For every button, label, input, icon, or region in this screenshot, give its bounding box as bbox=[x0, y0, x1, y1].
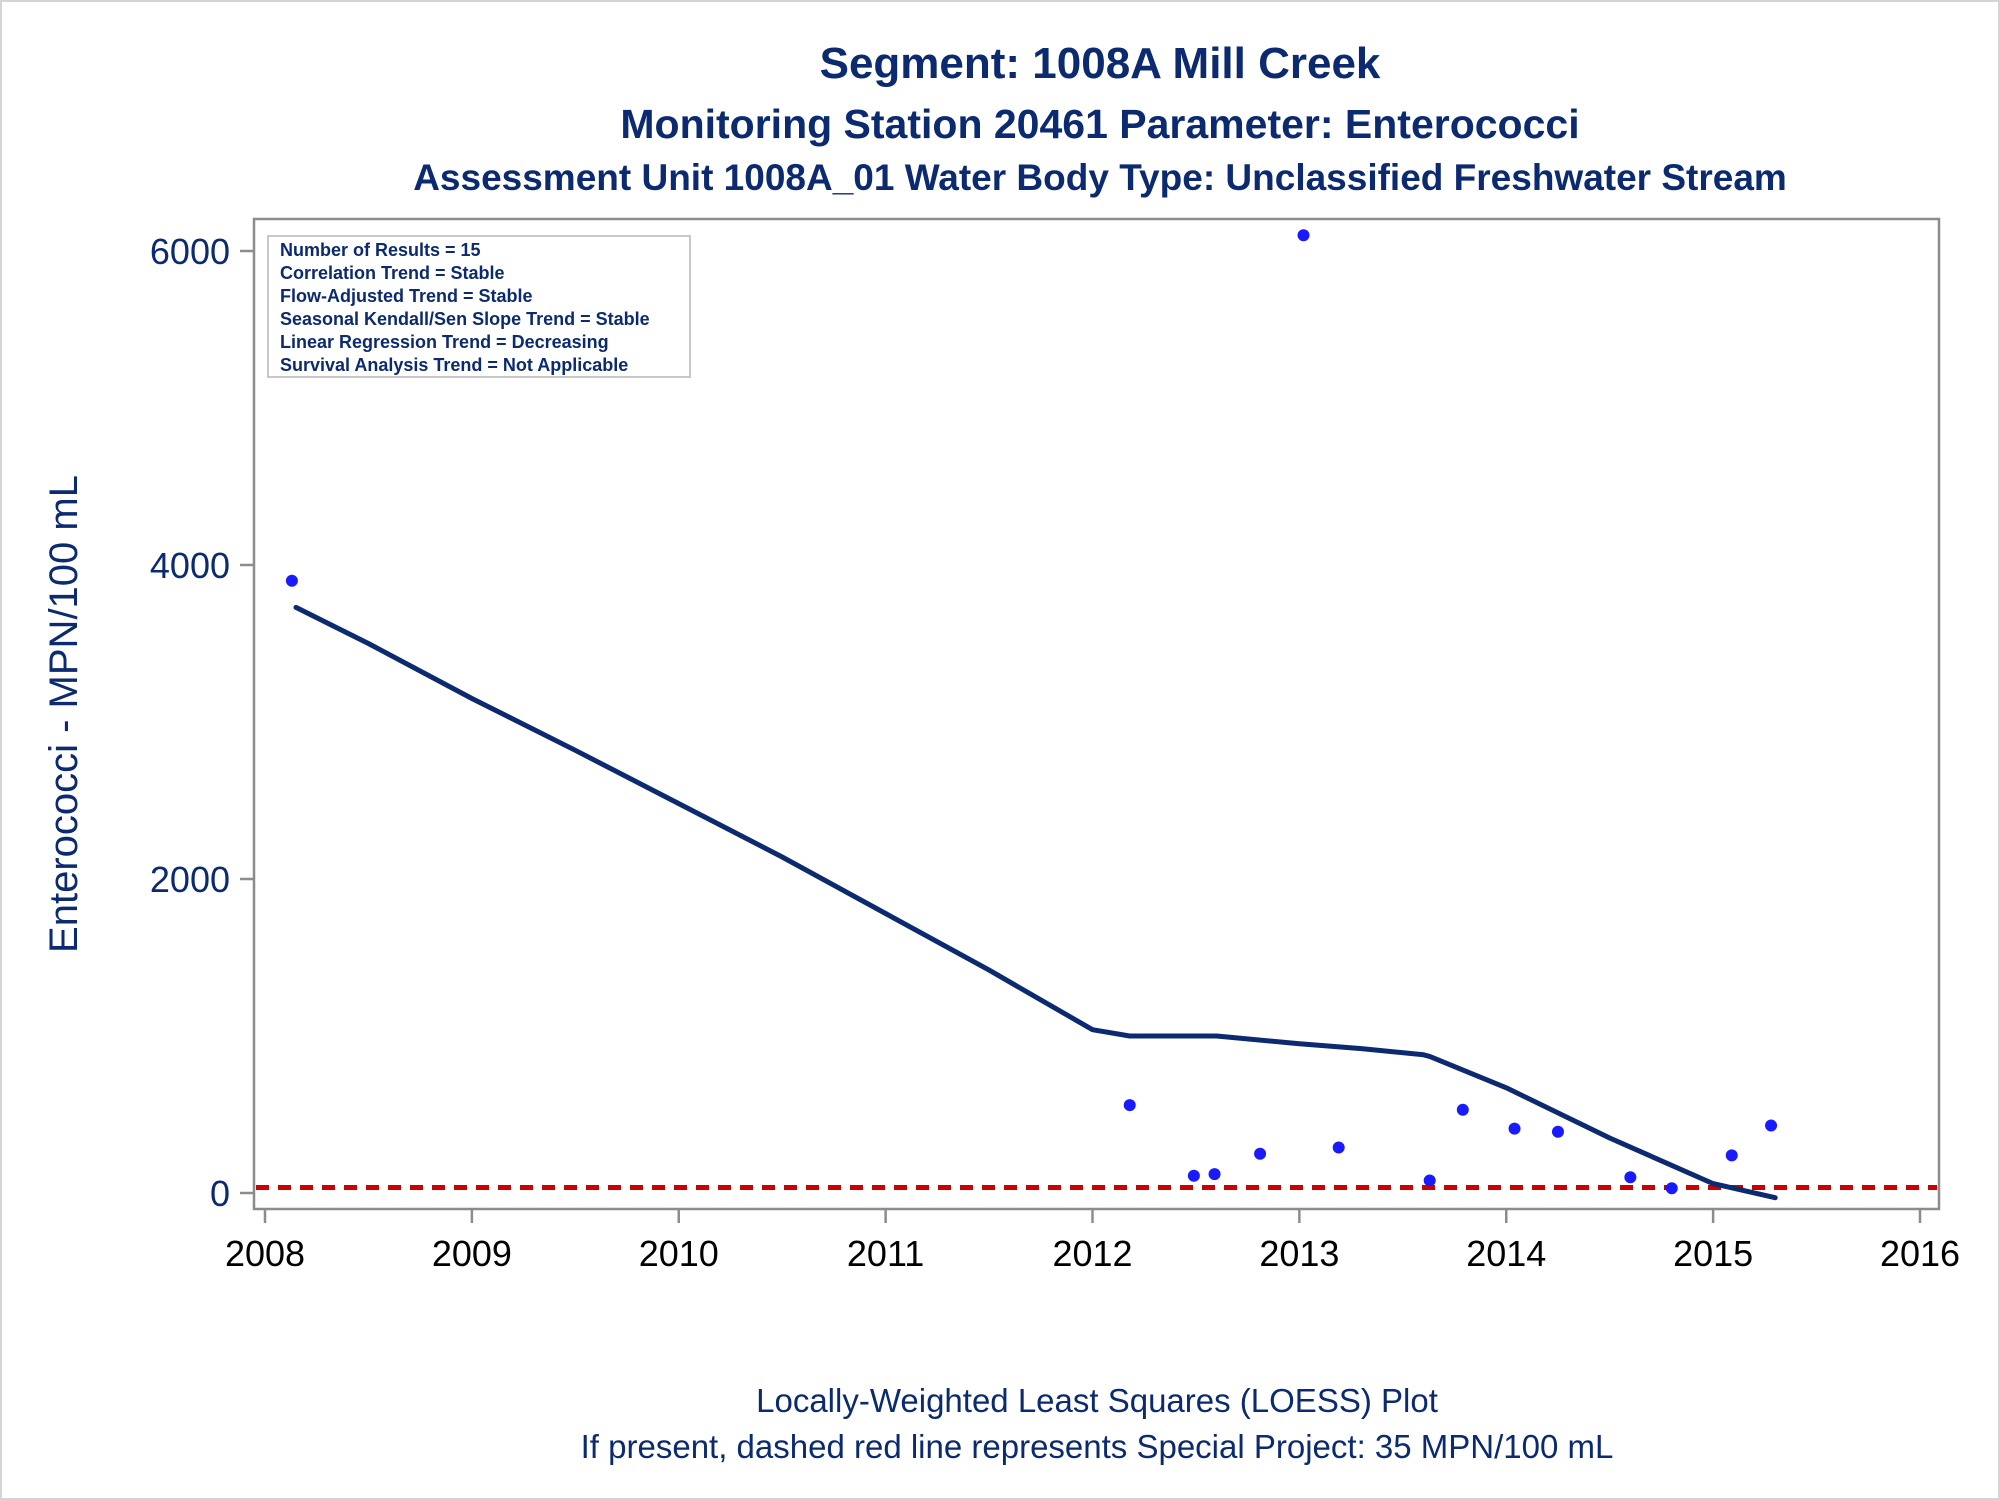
data-point bbox=[1725, 1149, 1738, 1162]
data-point bbox=[1665, 1182, 1678, 1195]
data-point bbox=[1187, 1169, 1200, 1182]
loess-line bbox=[293, 604, 1778, 1201]
footer-line-1: Locally-Weighted Least Squares (LOESS) P… bbox=[756, 1382, 1438, 1419]
y-tick-label: 6000 bbox=[150, 231, 230, 272]
data-point bbox=[1297, 229, 1310, 242]
data-point bbox=[1551, 1125, 1564, 1138]
x-tick-label: 2008 bbox=[225, 1233, 305, 1274]
x-axis: 2008 2009 2010 2011 2012 2013 2014 2015 2016 bbox=[225, 1209, 1960, 1274]
y-tick-label: 4000 bbox=[150, 545, 230, 586]
x-tick-label: 2014 bbox=[1466, 1233, 1546, 1274]
stat-number-of-results: Number of Results = 15 bbox=[280, 240, 481, 260]
plot-area bbox=[252, 217, 1941, 1211]
data-point bbox=[1624, 1171, 1637, 1184]
chart-title-1: Segment: 1008A Mill Creek bbox=[820, 39, 1381, 88]
footer-line-2: If present, dashed red line represents S… bbox=[581, 1428, 1614, 1465]
data-point bbox=[1423, 1174, 1436, 1187]
stat-flow-adjusted-trend: Flow-Adjusted Trend = Stable bbox=[280, 286, 533, 306]
data-point bbox=[1765, 1119, 1778, 1132]
trend-stats-box: Number of Results = 15 Correlation Trend… bbox=[267, 235, 691, 378]
data-point bbox=[1123, 1099, 1136, 1112]
x-tick-label: 2016 bbox=[1880, 1233, 1960, 1274]
x-tick-label: 2009 bbox=[432, 1233, 512, 1274]
y-tick-label: 0 bbox=[210, 1173, 230, 1214]
x-tick-label: 2011 bbox=[847, 1233, 924, 1274]
chart-title-3: Assessment Unit 1008A_01 Water Body Type… bbox=[413, 157, 1787, 198]
data-point bbox=[285, 574, 298, 587]
data-point bbox=[1254, 1147, 1267, 1160]
stat-linear-regression-trend: Linear Regression Trend = Decreasing bbox=[280, 332, 609, 352]
series-layer bbox=[256, 229, 1937, 1201]
trend-stats-box-border bbox=[267, 235, 691, 378]
stat-correlation-trend: Correlation Trend = Stable bbox=[280, 263, 505, 283]
x-tick-label: 2012 bbox=[1052, 1233, 1132, 1274]
data-point bbox=[1332, 1141, 1345, 1154]
y-axis: 0 2000 4000 6000 bbox=[150, 231, 254, 1214]
stat-seasonal-kendall-trend: Seasonal Kendall/Sen Slope Trend = Stabl… bbox=[280, 309, 650, 329]
data-point bbox=[1508, 1122, 1521, 1135]
x-tick-label: 2015 bbox=[1673, 1233, 1753, 1274]
x-tick-label: 2010 bbox=[639, 1233, 719, 1274]
y-tick-label: 2000 bbox=[150, 859, 230, 900]
stat-survival-analysis-trend: Survival Analysis Trend = Not Applicable bbox=[280, 355, 628, 375]
y-axis-label: Enterococci - MPN/100 mL bbox=[42, 475, 86, 953]
x-tick-label: 2013 bbox=[1259, 1233, 1339, 1274]
chart-title-2: Monitoring Station 20461 Parameter: Ente… bbox=[620, 101, 1579, 147]
data-point bbox=[1208, 1168, 1221, 1181]
data-point bbox=[1456, 1103, 1469, 1116]
